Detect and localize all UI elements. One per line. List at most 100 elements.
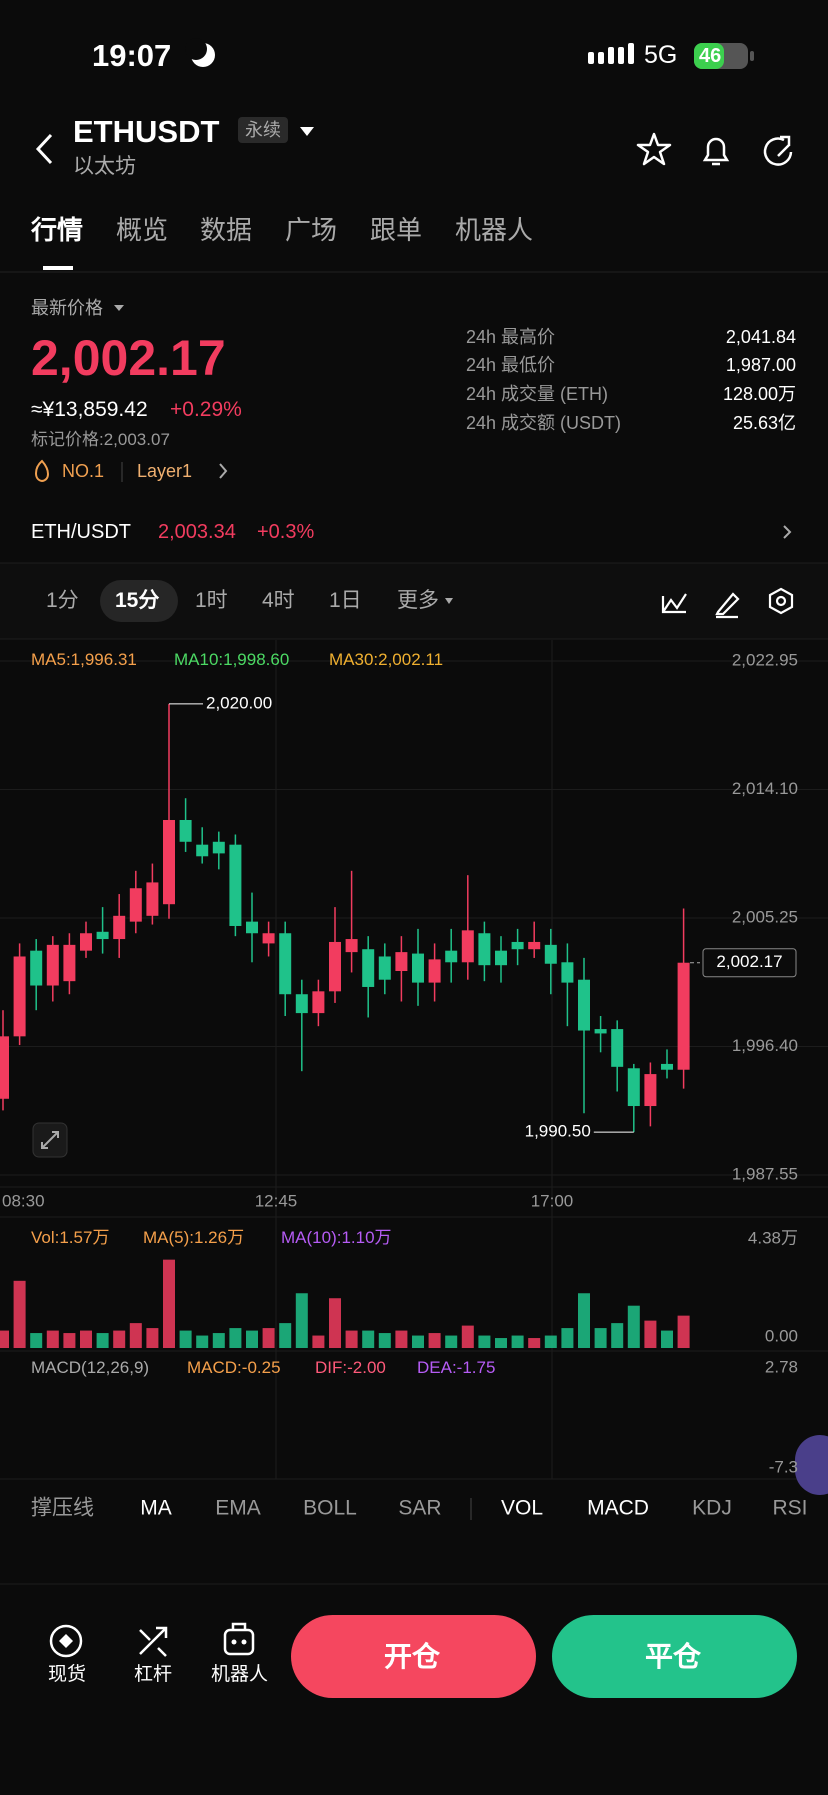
candle-body <box>395 952 408 971</box>
close-button[interactable] <box>552 1615 797 1698</box>
tab[interactable]: 概览 <box>116 215 169 245</box>
candle-body <box>644 1074 657 1107</box>
ma-legend: MA30:2,002.11 <box>329 650 444 669</box>
volume-legend: MA(5):1.26万 <box>143 1228 245 1247</box>
status-time: 19:07 <box>92 38 172 73</box>
last-price-label: 2,002.17 <box>716 952 782 971</box>
stat-value: 128.00万 <box>722 384 796 404</box>
margin-icon[interactable] <box>139 1626 168 1657</box>
y-tick-label: 1,987.55 <box>732 1164 798 1183</box>
volume-bar <box>146 1328 159 1348</box>
interval[interactable]: 更多 <box>397 589 439 612</box>
candle-body <box>528 941 541 950</box>
chevron-icon[interactable] <box>783 525 792 539</box>
interval[interactable]: 15分 <box>115 589 160 612</box>
back-icon[interactable] <box>35 133 53 165</box>
settings-icon[interactable] <box>768 587 794 615</box>
volume-bar <box>63 1333 76 1348</box>
candle-body <box>163 819 175 905</box>
candle-body <box>329 941 341 992</box>
indicator-tab[interactable]: EMA <box>215 1497 261 1520</box>
caret-icon[interactable] <box>445 598 453 604</box>
volume-bar <box>511 1335 524 1348</box>
tab[interactable]: 数据 <box>200 215 253 245</box>
sector[interactable]: Layer1 <box>137 461 193 481</box>
candle-body <box>511 941 524 950</box>
open-button[interactable] <box>291 1615 536 1698</box>
favorite-icon[interactable] <box>636 132 672 166</box>
candle-body <box>677 962 690 1070</box>
candle-body <box>461 930 474 963</box>
interval[interactable]: 1分 <box>46 589 79 612</box>
volume-bar <box>329 1298 341 1348</box>
y-tick-label: 2,005.25 <box>732 907 798 926</box>
interval[interactable]: 1日 <box>329 589 362 612</box>
stat-label: 24h 最低价 <box>466 355 556 375</box>
share-icon[interactable] <box>763 135 793 166</box>
candle-body <box>478 933 491 966</box>
tab[interactable]: 跟单 <box>370 215 423 245</box>
indicator-icon[interactable] <box>661 593 687 614</box>
indicator-tab[interactable]: VOL <box>501 1497 543 1520</box>
rank[interactable]: NO.1 <box>62 461 105 481</box>
indicator-tab[interactable]: MA <box>140 1497 172 1520</box>
volume-bar <box>179 1330 192 1348</box>
open-label[interactable]: 开仓 <box>384 1641 441 1672</box>
volume-bar <box>412 1335 424 1348</box>
volume-bar <box>262 1328 275 1348</box>
x-tick-label: 08:30 <box>2 1191 45 1210</box>
interval[interactable]: 4时 <box>262 589 295 612</box>
volume-bar <box>528 1338 541 1348</box>
candle-body <box>113 915 126 940</box>
ma-legend: MA10:1,998.60 <box>174 650 290 669</box>
indicator-tab[interactable]: 撑压线 <box>31 1497 94 1520</box>
tab[interactable]: 广场 <box>285 215 338 245</box>
candle-body <box>229 844 242 926</box>
spot-pair[interactable]: ETH/USDT <box>31 521 131 543</box>
candle-body <box>0 1036 9 1099</box>
indicator-tab[interactable]: KDJ <box>692 1497 732 1520</box>
bot-icon-top <box>231 1622 247 1630</box>
nav-label[interactable]: 现货 <box>48 1664 87 1685</box>
y-tick-label: 1,996.40 <box>732 1036 798 1055</box>
volume-tick-label: 4.38万 <box>748 1228 798 1247</box>
candle-body <box>129 888 142 922</box>
close-label[interactable]: 平仓 <box>645 1641 702 1672</box>
volume-bar <box>677 1315 690 1348</box>
bot-eye <box>231 1639 237 1645</box>
draw-icon[interactable] <box>715 592 740 619</box>
volume-bar <box>594 1328 607 1348</box>
indicator-tab[interactable]: RSI <box>772 1497 807 1520</box>
volume-bar <box>312 1335 325 1348</box>
volume-bar <box>428 1333 441 1348</box>
ma-legend: MA5:1,996.31 <box>31 650 137 669</box>
indicator-tab[interactable]: MACD <box>587 1497 649 1520</box>
nav-label[interactable]: 杠杆 <box>134 1664 173 1685</box>
price-label[interactable]: 最新价格 <box>31 298 103 318</box>
indicator-tab[interactable]: BOLL <box>303 1497 357 1520</box>
volume-bar <box>495 1338 507 1348</box>
settings-icon-center <box>775 595 787 607</box>
volume-bar <box>229 1328 242 1348</box>
alert-icon[interactable] <box>702 137 730 166</box>
spot-icon[interactable] <box>49 1624 83 1658</box>
floating-widget[interactable] <box>795 1435 828 1495</box>
high-label: 2,020.00 <box>206 693 272 712</box>
caret-icon[interactable] <box>300 127 314 136</box>
caret-icon[interactable] <box>114 305 124 311</box>
candle-body <box>561 962 574 983</box>
bot-icon[interactable] <box>223 1628 255 1656</box>
volume-bar <box>80 1330 92 1348</box>
tab[interactable]: 机器人 <box>455 215 534 245</box>
interval[interactable]: 1时 <box>195 589 228 612</box>
volume-bar <box>46 1330 59 1348</box>
macd-tick-label: 2.78 <box>765 1357 798 1376</box>
tab[interactable]: 行情 <box>31 215 84 245</box>
nav-label[interactable]: 机器人 <box>211 1664 269 1685</box>
volume-bar <box>113 1330 126 1348</box>
chevron-icon[interactable] <box>219 463 228 479</box>
candle-body <box>544 944 557 964</box>
volume-bar <box>0 1330 9 1348</box>
indicator-tab[interactable]: SAR <box>398 1497 441 1520</box>
